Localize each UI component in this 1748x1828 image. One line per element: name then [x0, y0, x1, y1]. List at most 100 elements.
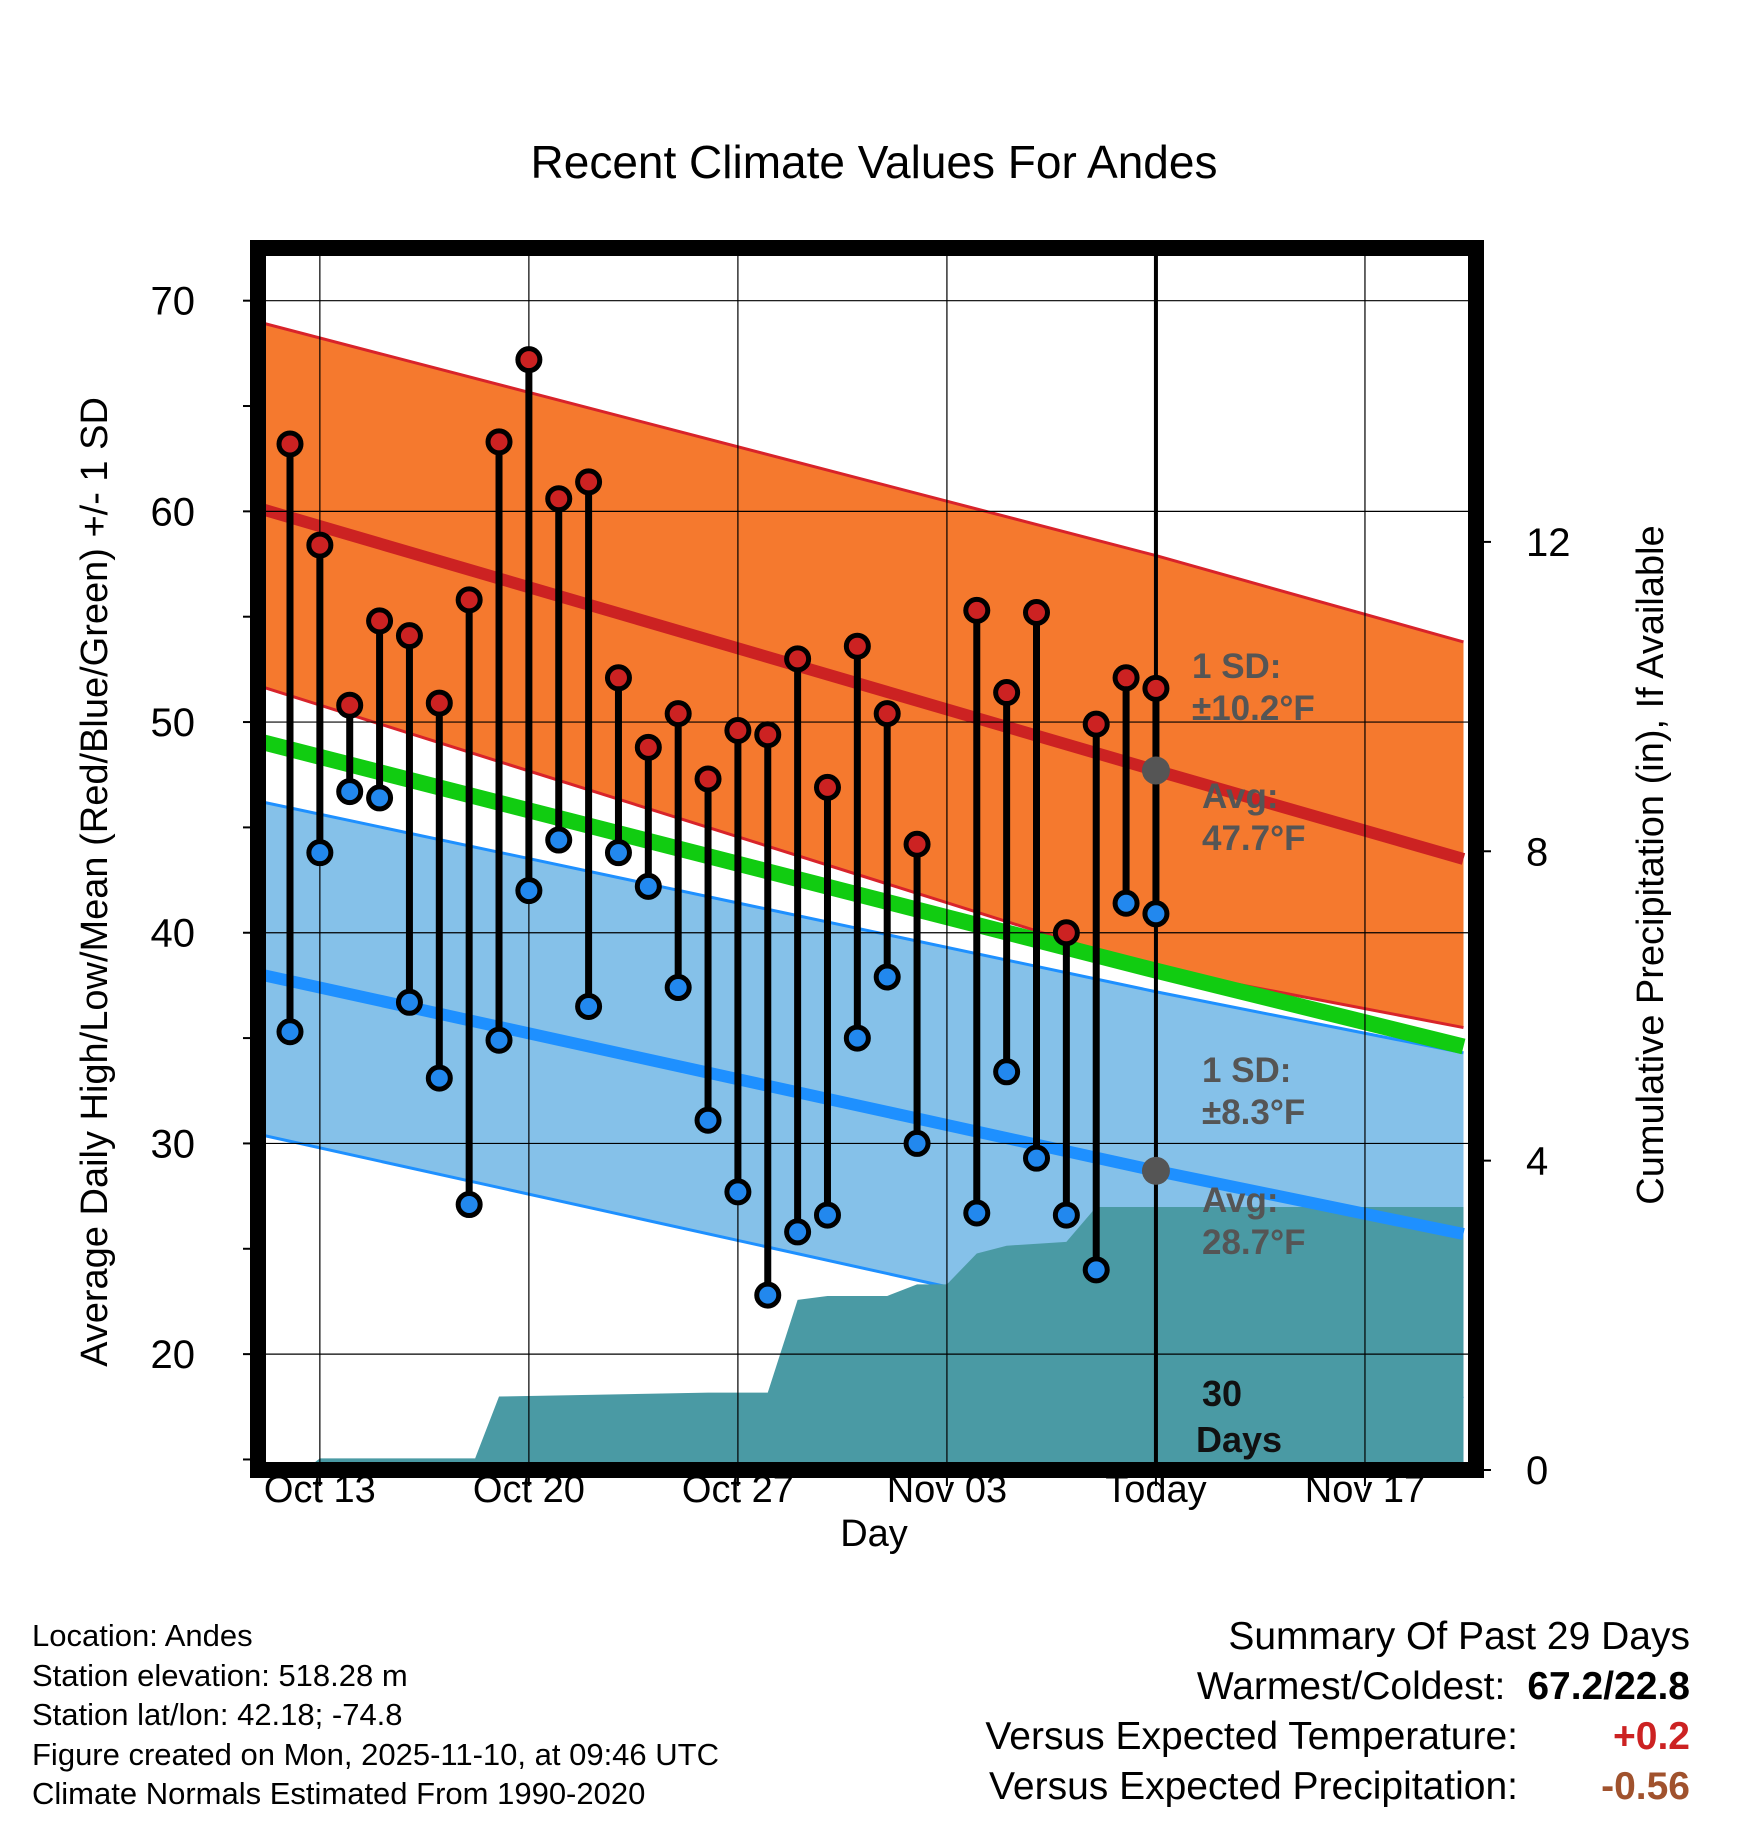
warmest-coldest-value: 67.2/22.8	[1527, 1665, 1690, 1708]
x-tick-label: Nov 17	[1305, 1469, 1425, 1511]
plot-area	[258, 248, 1476, 1470]
high-avg-label: Avg:	[1202, 777, 1278, 816]
low-point	[993, 1058, 1021, 1086]
high-point	[963, 596, 991, 624]
high-point	[1023, 598, 1050, 626]
high-point	[694, 765, 722, 793]
low-point	[664, 974, 692, 1002]
y-tick-label: 60	[151, 490, 196, 534]
high-point	[455, 586, 483, 614]
high-point	[604, 664, 632, 692]
low-point	[455, 1191, 483, 1219]
temp-diff-value: +0.2	[1613, 1715, 1690, 1758]
high-point	[1142, 674, 1170, 702]
x-tick-label: Oct 27	[682, 1469, 794, 1511]
high-point	[754, 721, 782, 749]
low-point	[1023, 1144, 1050, 1172]
high-point	[813, 773, 841, 801]
high-point	[336, 691, 364, 719]
high-point	[664, 700, 692, 728]
low-point	[604, 839, 632, 867]
temp-diff-label: Versus Expected Temperature:	[985, 1715, 1518, 1758]
chart-title: Recent Climate Values For Andes	[531, 136, 1218, 188]
low-sd-label: 1 SD:	[1202, 1051, 1291, 1090]
low-point	[545, 826, 573, 854]
low-point	[1142, 900, 1170, 928]
low-point	[963, 1199, 991, 1227]
y2-axis-label: Cumulative Precipitation (in), If Availa…	[1630, 525, 1672, 1204]
days-label-count: 30	[1202, 1373, 1242, 1414]
y2-tick-label: 4	[1526, 1140, 1548, 1184]
low-point	[366, 784, 394, 812]
low-point	[873, 963, 901, 991]
low-point	[843, 1024, 871, 1052]
y-tick-label: 50	[151, 701, 196, 745]
high-avg-value: 47.7°F	[1202, 819, 1306, 858]
high-point	[903, 830, 931, 858]
y-tick-label: 20	[151, 1333, 196, 1377]
low-avg-marker	[1141, 1156, 1170, 1185]
low-point	[813, 1201, 841, 1229]
y2-tick-label: 12	[1526, 521, 1571, 565]
warmest-coldest-row: Warmest/Coldest: 67.2/22.8	[985, 1662, 1690, 1712]
low-point	[515, 877, 543, 905]
low-sd-value: ±8.3°F	[1202, 1093, 1305, 1132]
low-point	[694, 1106, 722, 1134]
low-point	[1082, 1256, 1110, 1284]
high-point	[425, 689, 453, 717]
elevation-text: Station elevation: 518.28 m	[32, 1657, 408, 1693]
high-point	[634, 733, 662, 761]
high-point	[993, 679, 1021, 707]
summary-title: Summary Of Past 29 Days	[1228, 1615, 1690, 1658]
x-tick-label: Nov 03	[887, 1469, 1007, 1511]
x-axis-label: Day	[840, 1513, 908, 1555]
low-point	[485, 1026, 513, 1054]
low-point	[784, 1218, 812, 1246]
days-label-unit: Days	[1196, 1419, 1282, 1460]
y-tick-label: 70	[151, 280, 196, 324]
warmest-coldest-label: Warmest/Coldest:	[1196, 1665, 1506, 1708]
low-avg-value: 28.7°F	[1202, 1223, 1306, 1262]
high-point	[1082, 710, 1110, 738]
high-point	[1112, 664, 1140, 692]
y2-tick-label: 0	[1526, 1449, 1548, 1493]
plot-clipped	[258, 248, 1476, 1470]
low-point	[306, 839, 334, 867]
high-point	[1052, 919, 1080, 947]
x-tick-label: Today	[1105, 1469, 1206, 1511]
x-tick-label: Oct 20	[473, 1469, 585, 1511]
low-point	[1112, 889, 1140, 917]
high-point	[515, 346, 543, 374]
high-point	[873, 700, 901, 728]
summary-panel: Summary Of Past 29 Days Warmest/Coldest:…	[985, 1612, 1690, 1812]
low-point	[1052, 1201, 1080, 1229]
high-point	[575, 468, 603, 496]
low-point	[425, 1064, 453, 1092]
low-point	[395, 988, 423, 1016]
precip-diff-row: Versus Expected Precipitation: -0.56	[985, 1762, 1690, 1812]
station-info: Location: Andes Station elevation: 518.2…	[32, 1616, 719, 1814]
low-point	[575, 992, 603, 1020]
climate-chart: Recent Climate Values For Andes 20304050…	[74, 136, 1672, 1555]
high-point	[784, 645, 812, 673]
high-point	[545, 485, 573, 513]
high-point	[724, 716, 752, 744]
high-point	[485, 428, 513, 456]
low-point	[903, 1129, 931, 1157]
high-point	[843, 632, 871, 660]
x-tick-label: Oct 13	[264, 1469, 376, 1511]
precip-diff-value: -0.56	[1601, 1765, 1690, 1808]
latlon-text: Station lat/lon: 42.18; -74.8	[32, 1697, 403, 1732]
y2-tick-label: 8	[1526, 830, 1548, 874]
low-point	[754, 1281, 782, 1309]
low-point	[336, 778, 364, 806]
low-point	[724, 1178, 752, 1206]
high-point	[306, 531, 334, 559]
low-point	[634, 872, 662, 900]
location-text: Location: Andes	[32, 1618, 253, 1653]
high-point	[395, 622, 423, 650]
high-point	[276, 430, 304, 458]
temp-diff-row: Versus Expected Temperature: +0.2	[985, 1712, 1690, 1762]
normals-text: Climate Normals Estimated From 1990-2020	[32, 1776, 646, 1811]
